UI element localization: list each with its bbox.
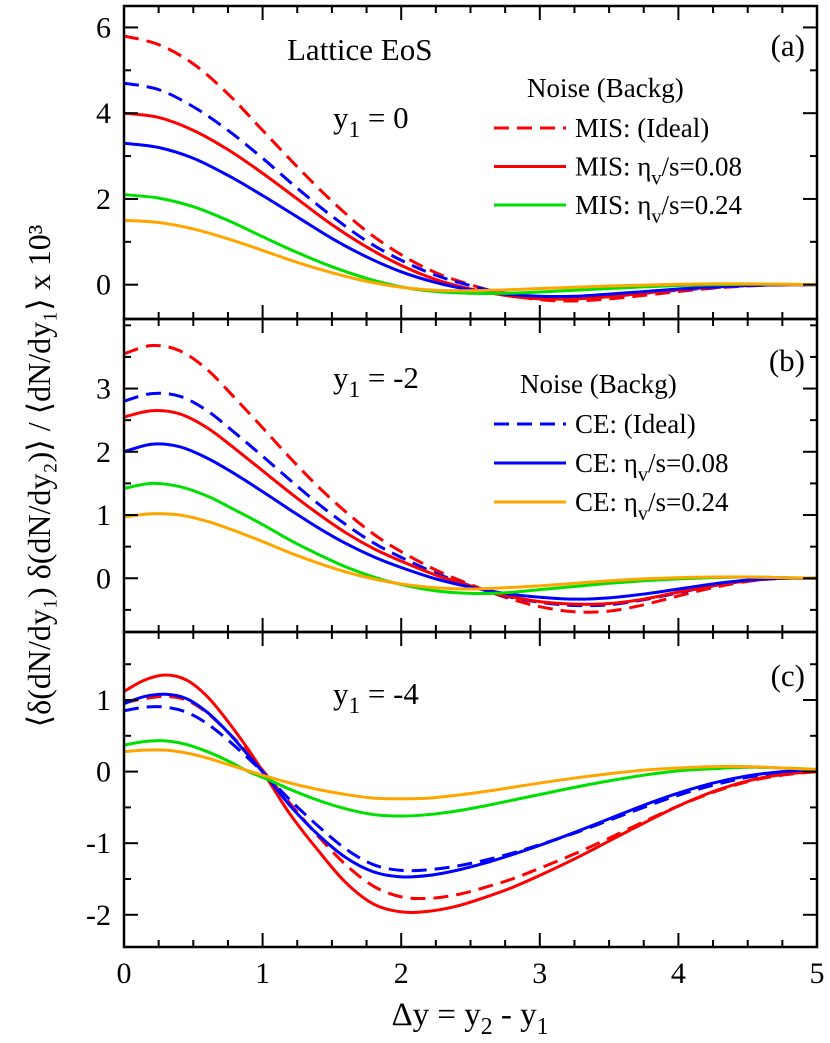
legend-entry-label-suffix: /s=0.24 bbox=[648, 487, 729, 517]
series-line-ce-eta008 bbox=[124, 692, 817, 879]
y1-label-suffix: = -2 bbox=[360, 360, 419, 395]
panel-letter: (c) bbox=[771, 658, 805, 693]
y1-label-suffix: = 0 bbox=[360, 100, 408, 135]
legend-entry-label: MIS: ηv/s=0.08 bbox=[575, 152, 742, 190]
x-axis-label: Δy = y2 - y1 bbox=[391, 997, 548, 1040]
y-tick-label: -1 bbox=[86, 827, 111, 860]
y1-label: y1 = 0 bbox=[333, 100, 409, 143]
y-tick-label: 4 bbox=[96, 97, 111, 130]
y-tick-label: 1 bbox=[96, 499, 111, 532]
x-axis-label-sub: 1 bbox=[537, 1014, 549, 1040]
x-tick-label: 1 bbox=[255, 957, 270, 990]
y1-label: y1 = -4 bbox=[333, 676, 419, 719]
legend-entry-label-subscript: v bbox=[651, 168, 662, 190]
x-axis-label-part: - y bbox=[493, 997, 537, 1033]
series-line-ce-eta024 bbox=[124, 748, 817, 801]
series-line-ce-ideal bbox=[124, 705, 817, 873]
x-tick-label: 4 bbox=[671, 957, 686, 990]
x-tick-label: 5 bbox=[810, 957, 825, 990]
y-tick-label: 0 bbox=[96, 269, 111, 302]
y1-label-prefix: y bbox=[333, 676, 349, 711]
legend-entry-label-subscript: v bbox=[651, 206, 662, 228]
y-tick-label: -2 bbox=[86, 899, 111, 932]
legend: Noise (Backg)CE: (Ideal)CE: ηv/s=0.08CE:… bbox=[494, 369, 729, 525]
legend-entry-label-prefix: MIS: η bbox=[575, 190, 651, 220]
legend-entry-label: MIS: (Ideal) bbox=[575, 113, 709, 143]
legend-entry-label-suffix: /s=0.24 bbox=[662, 190, 743, 220]
x-tick-label: 3 bbox=[532, 957, 547, 990]
legend-entry-label: CE: (Ideal) bbox=[575, 409, 696, 439]
y-tick-label: 6 bbox=[96, 11, 111, 44]
legend-entry-label-prefix: MIS: η bbox=[575, 152, 651, 182]
y-tick-label: 2 bbox=[96, 436, 111, 469]
x-tick-label: 0 bbox=[117, 957, 132, 990]
y1-label: y1 = -2 bbox=[333, 360, 419, 403]
legend-title: Noise (Backg) bbox=[520, 369, 677, 399]
y1-label-subscript: 1 bbox=[349, 117, 361, 143]
series-group bbox=[124, 34, 817, 303]
panel-frame bbox=[122, 630, 819, 949]
y-tick-label: 2 bbox=[96, 183, 111, 216]
y1-label-subscript: 1 bbox=[349, 693, 361, 719]
panel-c: -2-101 y1 = -4(c) bbox=[86, 630, 819, 949]
y-tick-label: 3 bbox=[96, 373, 111, 406]
y-tick-label: 0 bbox=[96, 562, 111, 595]
legend-entry-label-prefix: CE: η bbox=[575, 448, 638, 478]
panel-letter: (b) bbox=[769, 343, 805, 378]
eos-label: Lattice EoS bbox=[287, 32, 432, 67]
y1-label-suffix: = -4 bbox=[360, 676, 419, 711]
y1-label-prefix: y bbox=[333, 100, 349, 135]
legend-entry-label-subscript: v bbox=[638, 503, 649, 525]
legend-entry-label-suffix: /s=0.08 bbox=[662, 152, 743, 182]
legend-entry-label-subscript: v bbox=[638, 464, 649, 486]
x-axis-label-sub: 2 bbox=[481, 1014, 493, 1040]
series-line-ce-ideal bbox=[124, 81, 817, 300]
y-tick-label: 0 bbox=[96, 756, 111, 789]
series-line-ce-eta024 bbox=[124, 512, 817, 591]
series-line-ce-eta024 bbox=[124, 218, 817, 293]
legend-entry-label-suffix: /s=0.08 bbox=[648, 448, 729, 478]
series-line-mis-eta008 bbox=[124, 409, 817, 606]
legend-entry-label: MIS: ηv/s=0.24 bbox=[575, 190, 743, 228]
legend-entry-label-prefix: CE: η bbox=[575, 487, 638, 517]
series-group bbox=[124, 673, 817, 914]
y1-label-subscript: 1 bbox=[349, 377, 361, 403]
panel-a: 0 2 4 6 y1 = 0 (a) Noise (Backg) MIS: (Ideal) MI… bbox=[96, 4, 819, 321]
y-axis-label: ⟨δ(dN/dy₁) δ(dN/dy₂)⟩ / ⟨dN/dy₁⟩ x 10³ bbox=[21, 225, 57, 728]
y1-label-prefix: y bbox=[333, 360, 349, 395]
legend-title: Noise (Backg) bbox=[527, 73, 684, 103]
series-group bbox=[124, 343, 817, 614]
x-tick-label: 2 bbox=[394, 957, 409, 990]
legend-entry-label: CE: ηv/s=0.24 bbox=[575, 487, 729, 525]
series-line-ce-eta008 bbox=[124, 442, 817, 601]
series-line-mis-eta024 bbox=[124, 739, 817, 818]
legend-entry-label: CE: ηv/s=0.08 bbox=[575, 448, 729, 486]
legend: Noise (Backg)MIS: (Ideal)MIS: ηv/s=0.08M… bbox=[494, 73, 743, 228]
panel-letter: (a) bbox=[771, 28, 805, 63]
series-line-mis-eta008 bbox=[124, 673, 817, 914]
series-line-mis-ideal bbox=[124, 343, 817, 614]
y-tick-label: 1 bbox=[96, 684, 111, 717]
x-axis-label-part: Δy = y bbox=[391, 997, 481, 1033]
